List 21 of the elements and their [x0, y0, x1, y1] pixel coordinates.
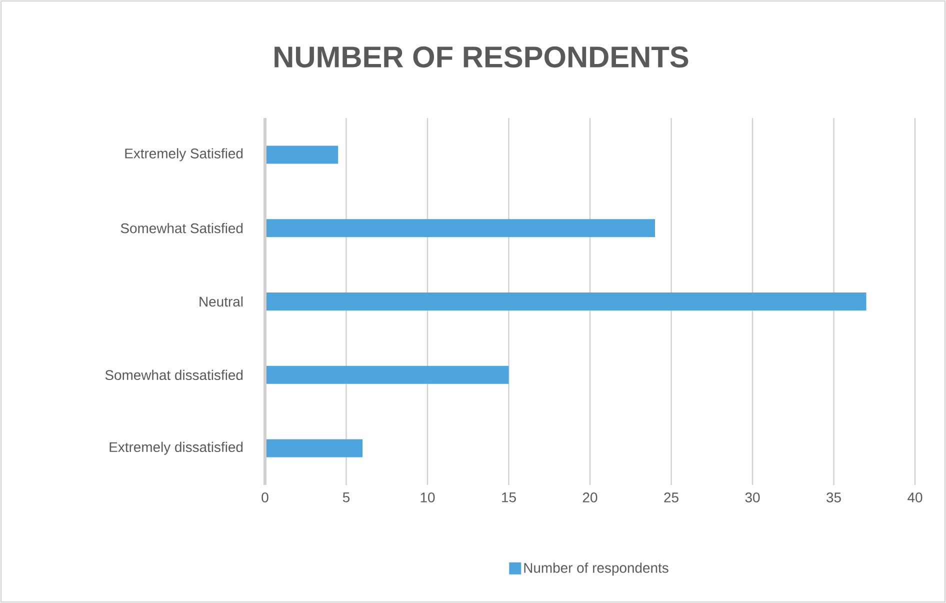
legend-label: Number of respondents	[524, 562, 668, 576]
y-tick-label: Somewhat dissatisfied	[105, 370, 243, 380]
chart-title: NUMBER OF RESPONDENTS	[274, 46, 688, 68]
x-tick-label: 30	[745, 492, 760, 502]
y-tick-label: Neutral	[200, 296, 243, 307]
bar	[265, 366, 509, 384]
bar	[265, 219, 656, 238]
x-tick-label: 20	[582, 492, 598, 502]
x-tick-label: 15	[502, 492, 516, 502]
x-tick-label: 0	[262, 492, 268, 502]
bar	[265, 146, 338, 164]
y-tick-label: Extremely dissatisfied	[110, 442, 243, 455]
x-tick-label: 10	[420, 492, 435, 502]
x-tick-label: 35	[826, 492, 841, 502]
x-tick-label: 5	[342, 492, 350, 502]
x-tick-label: 25	[664, 492, 678, 502]
bar	[265, 292, 866, 311]
y-tick-label: Somewhat Satisfied	[120, 222, 243, 234]
bar	[265, 439, 362, 458]
x-tick-label: 40	[908, 492, 922, 502]
y-tick-label: Extremely Satisfied	[125, 148, 243, 162]
